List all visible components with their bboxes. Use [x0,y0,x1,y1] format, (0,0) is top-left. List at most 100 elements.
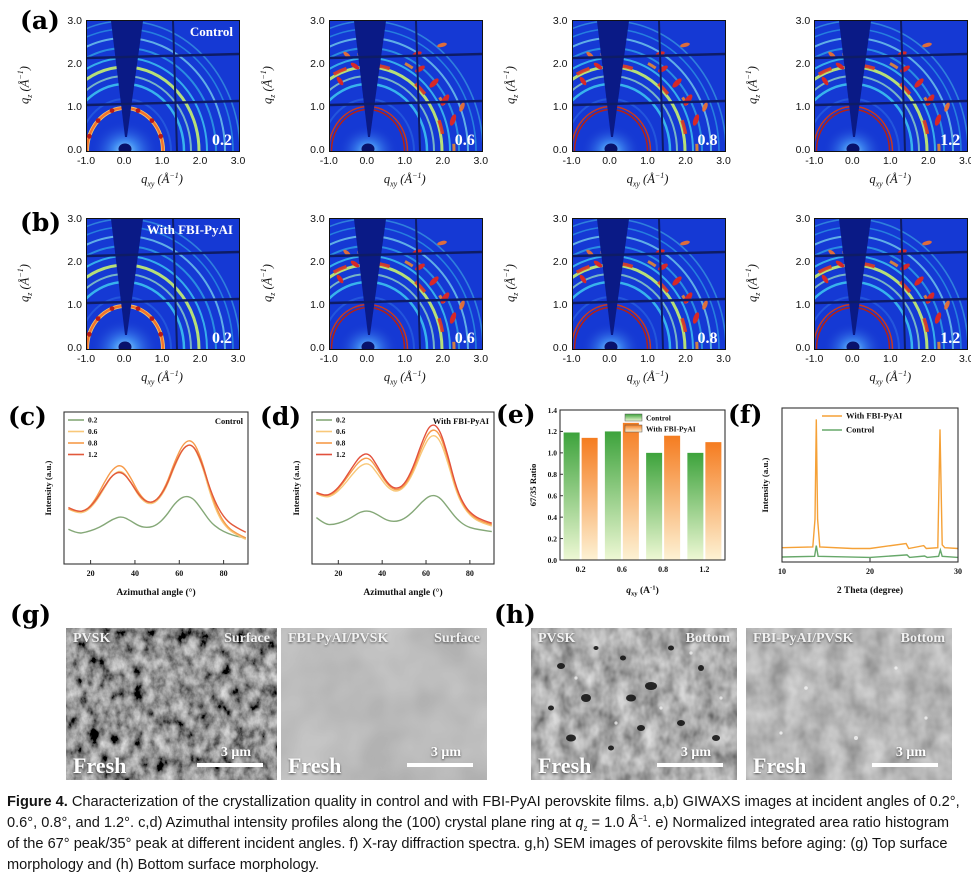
y-tick: 1.0 [552,299,568,311]
svg-text:30: 30 [954,567,962,576]
x-tick: 2.0 [920,353,936,365]
age-label: Fresh [73,753,127,778]
x-axis-label: qxy (Å−1) [383,369,426,387]
y-tick: 0.0 [552,144,568,156]
x-tick: -1.0 [562,353,581,365]
x-tick: 0.0 [602,353,617,365]
x-tick: 1.0 [882,155,898,167]
y-tick: 2.0 [67,256,82,268]
incident-angle-label: 0.6 [454,132,475,149]
x-tick: -1.0 [805,155,824,167]
x-tick: 3.0 [716,353,731,365]
y-tick: 2.0 [552,58,568,70]
svg-text:20: 20 [866,567,874,576]
svg-text:80: 80 [466,569,474,578]
y-axis-label: qz (Å−1) [744,66,763,104]
y-tick: 3.0 [552,15,568,27]
svg-text:20: 20 [334,569,342,578]
x-axis-label: qxy (Å−1) [383,171,426,189]
x-axis-label: qxy (Å−1) [141,369,183,387]
giwaxs-row-a: qz (Å−1) 3.0 2.0 1.0 0.0 Control 0.2 -1.… [0,6,971,202]
svg-text:Intensity (a.u.): Intensity (a.u.) [43,460,53,515]
x-tick: 2.0 [678,155,693,167]
svg-text:0.4: 0.4 [548,513,558,522]
giwaxs-image: 0.6 [328,218,483,350]
xrd-spectra-chart: 10 20 30 With FBI-PyAI Control 2 Theta (degre… [760,407,962,596]
svg-text:2 Theta (degree): 2 Theta (degree) [837,585,903,596]
x-axis-label: qxy (Å−1) [141,171,183,189]
specks [574,651,723,725]
x-tick: 3.0 [230,155,246,167]
condition-label: Control [189,24,233,39]
y-tick: 0.0 [67,342,82,354]
age-label: Fresh [538,753,592,778]
y-axis-label: qz (Å−1) [501,66,520,104]
svg-text:20: 20 [87,569,95,578]
svg-text:67/35 Ratio: 67/35 Ratio [528,463,538,506]
y-axis-label: qz (Å−1) [16,264,34,302]
svg-text:0.2: 0.2 [548,534,558,543]
x-tick: 0.0 [359,155,375,167]
scale-label: 3 μm [430,745,461,760]
x-tick: 1.0 [397,353,413,365]
age-label: Fresh [288,753,342,778]
x-tick: 1.0 [397,155,413,167]
y-tick: 1.0 [67,101,82,113]
giwaxs-panel-a3: qz (Å−1) 3.0 2.0 1.0 0.0 0.8 -1.0 0.0 1.… [486,6,731,202]
x-tick: 2.0 [192,155,208,167]
sample-label: PVSK [538,631,576,646]
azimuthal-profile-chart-fbi: 20 40 60 80 0.2 0.6 0.8 1.2 With FBI-PyAI Azimuth… [291,411,495,598]
panel-label-f: (f) [728,400,763,429]
svg-text:0.6: 0.6 [548,492,558,501]
svg-text:0.2: 0.2 [576,565,586,574]
ratio-histogram-chart: 0.2 0.6 0.8 1.2 0.0 0.2 0.4 0.6 0.8 1.0 1.2 1.4 Cont… [528,406,726,598]
y-tick: 3.0 [310,15,325,27]
giwaxs-image: 0.6 [328,20,483,152]
panel-label-c: (c) [8,402,47,431]
svg-text:0.8: 0.8 [336,439,346,448]
svg-text:With FBI-PyAI: With FBI-PyAI [646,425,696,434]
x-tick: 1.0 [640,353,655,365]
y-tick: 1.0 [310,299,325,311]
svg-text:With FBI-PyAI: With FBI-PyAI [433,416,490,426]
y-axis-label: qz (Å−1) [258,66,277,104]
panel-label-h: (h) [494,600,536,629]
giwaxs-panel-a1: qz (Å−1) 3.0 2.0 1.0 0.0 Control 0.2 -1.… [0,6,245,202]
y-axis-label: qz (Å−1) [744,264,763,302]
condition-label: With FBI-PyAI [146,222,233,237]
y-tick: 0.0 [67,144,82,156]
svg-text:1.4: 1.4 [548,406,558,415]
y-tick: 1.0 [795,299,811,311]
y-tick: 3.0 [67,15,82,27]
svg-text:60: 60 [175,569,183,578]
sem-texture [746,628,952,780]
panel-label-d: (d) [260,402,302,431]
svg-text:1.2: 1.2 [88,450,98,459]
svg-text:Intensity (a.u.): Intensity (a.u.) [291,460,301,515]
svg-text:Control: Control [215,416,244,426]
scale-label: 3 μm [220,745,251,760]
scale-bar [407,763,473,767]
side-label: Surface [434,631,480,646]
x-tick: 2.0 [920,155,936,167]
sem-image-pvsk-surface: PVSK Surface Fresh 3 μm [66,628,277,780]
y-tick: 1.0 [310,101,325,113]
svg-text:Azimuthal angle (°): Azimuthal angle (°) [116,587,195,598]
giwaxs-image: 0.8 [571,20,726,152]
panel-label-g: (g) [10,600,52,629]
x-tick: 3.0 [473,353,489,365]
y-tick: 2.0 [795,58,811,70]
y-tick: 0.0 [795,342,811,354]
x-tick: 1.0 [154,353,170,365]
svg-text:0.0: 0.0 [548,556,558,565]
x-tick: 1.0 [154,155,170,167]
scale-label: 3 μm [680,745,711,760]
x-tick: 2.0 [435,155,451,167]
scale-label: 3 μm [895,745,926,760]
giwaxs-image: 0.8 [571,218,726,350]
figure-caption: Figure 4. Characterization of the crysta… [7,794,960,873]
giwaxs-panel-b1: qz (Å−1) 3.0 2.0 1.0 0.0 With FBI-PyAI 0… [0,204,245,400]
sem-texture [531,628,737,780]
incident-angle-label: 0.2 [212,132,232,149]
svg-text:qxy (A-1): qxy (A-1) [626,585,659,598]
